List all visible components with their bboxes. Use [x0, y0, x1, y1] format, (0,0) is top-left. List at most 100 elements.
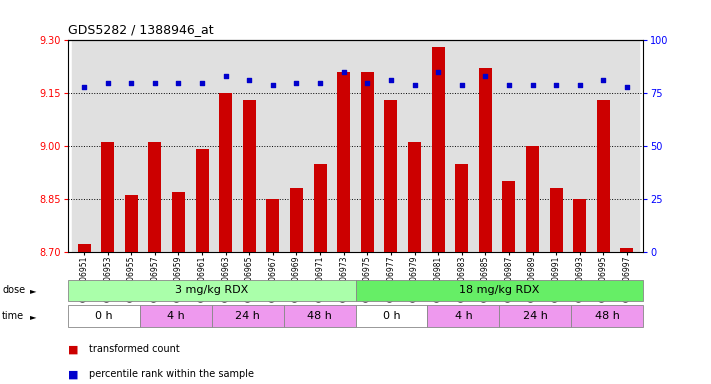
Bar	[284, 305, 356, 327]
Point	[267, 82, 279, 88]
Bar	[455, 164, 469, 252]
Text: time: time	[2, 311, 24, 321]
Point	[291, 79, 302, 86]
Point	[173, 79, 184, 86]
Bar	[500, 305, 572, 327]
Text: 3 mg/kg RDX: 3 mg/kg RDX	[175, 285, 248, 296]
Bar	[479, 68, 492, 252]
Bar	[125, 195, 138, 252]
Text: ■: ■	[68, 344, 78, 354]
Bar	[568, 40, 592, 252]
Bar	[73, 40, 96, 252]
Bar	[497, 40, 520, 252]
Text: 24 h: 24 h	[523, 311, 548, 321]
Bar	[402, 40, 427, 252]
Bar	[545, 40, 568, 252]
Bar	[77, 245, 90, 252]
Bar	[119, 40, 143, 252]
Bar	[356, 280, 643, 301]
Bar	[592, 40, 615, 252]
Bar	[314, 164, 326, 252]
Bar	[427, 40, 450, 252]
Point	[527, 82, 538, 88]
Bar	[267, 199, 279, 252]
Bar	[212, 305, 284, 327]
Point	[196, 79, 208, 86]
Bar	[332, 40, 356, 252]
Bar	[101, 142, 114, 252]
Point	[480, 73, 491, 79]
Point	[220, 73, 231, 79]
Text: dose: dose	[2, 285, 26, 296]
Bar	[450, 40, 474, 252]
Text: transformed count: transformed count	[89, 344, 180, 354]
Bar	[261, 40, 284, 252]
Bar	[219, 93, 232, 252]
Text: percentile rank within the sample: percentile rank within the sample	[89, 369, 254, 379]
Text: GDS5282 / 1388946_at: GDS5282 / 1388946_at	[68, 23, 213, 36]
Bar	[237, 40, 261, 252]
Point	[362, 79, 373, 86]
Bar	[526, 146, 539, 252]
Point	[621, 84, 633, 90]
Point	[456, 82, 467, 88]
Point	[126, 79, 137, 86]
Text: 4 h: 4 h	[166, 311, 184, 321]
Bar	[214, 40, 237, 252]
Bar	[597, 100, 610, 252]
Bar	[143, 40, 166, 252]
Bar	[621, 248, 634, 252]
Point	[78, 84, 90, 90]
Point	[338, 69, 349, 75]
Point	[432, 69, 444, 75]
Text: 48 h: 48 h	[595, 311, 620, 321]
Bar	[503, 181, 515, 252]
Bar	[379, 40, 402, 252]
Bar	[139, 305, 212, 327]
Bar	[615, 40, 638, 252]
Bar	[427, 305, 500, 327]
Bar	[573, 199, 586, 252]
Text: 48 h: 48 h	[307, 311, 332, 321]
Text: ■: ■	[68, 369, 78, 379]
Bar	[572, 305, 643, 327]
Bar	[309, 40, 332, 252]
Bar	[337, 72, 351, 252]
Bar	[191, 40, 214, 252]
Bar	[149, 142, 161, 252]
Bar	[520, 40, 545, 252]
Bar	[385, 100, 397, 252]
Point	[503, 82, 515, 88]
Bar	[242, 100, 256, 252]
Bar	[356, 40, 379, 252]
Bar	[360, 72, 374, 252]
Point	[385, 78, 397, 84]
Text: 0 h: 0 h	[383, 311, 400, 321]
Text: 0 h: 0 h	[95, 311, 112, 321]
Point	[409, 82, 420, 88]
Bar	[96, 40, 119, 252]
Point	[550, 82, 562, 88]
Bar	[196, 149, 208, 252]
Point	[598, 78, 609, 84]
Text: 18 mg/kg RDX: 18 mg/kg RDX	[459, 285, 540, 296]
Bar	[432, 47, 444, 252]
Point	[149, 79, 161, 86]
Text: ►: ►	[30, 312, 36, 321]
Point	[244, 78, 255, 84]
Point	[314, 79, 326, 86]
Bar	[68, 280, 356, 301]
Text: 4 h: 4 h	[454, 311, 472, 321]
Bar	[172, 192, 185, 252]
Bar	[356, 305, 427, 327]
Point	[102, 79, 113, 86]
Bar	[550, 188, 562, 252]
Bar	[408, 142, 421, 252]
Bar	[290, 188, 303, 252]
Bar	[68, 305, 139, 327]
Point	[574, 82, 585, 88]
Text: 24 h: 24 h	[235, 311, 260, 321]
Text: ►: ►	[30, 286, 36, 295]
Bar	[284, 40, 309, 252]
Bar	[166, 40, 191, 252]
